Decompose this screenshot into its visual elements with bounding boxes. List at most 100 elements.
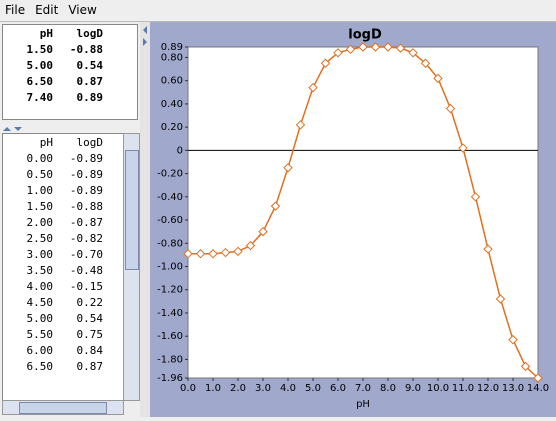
cell: 1.50	[26, 42, 54, 56]
point	[233, 246, 243, 257]
y-tick-label: -1.60	[157, 331, 183, 342]
menu-item[interactable]: View	[68, 3, 97, 17]
point	[308, 82, 318, 93]
point	[483, 244, 493, 254]
cell: 0.54	[76, 311, 104, 325]
point	[445, 103, 456, 114]
x-tick-label: 0.0	[180, 383, 196, 394]
cell: -0.88	[69, 42, 103, 56]
point	[420, 58, 431, 68]
y-tick-label: 0.89	[161, 42, 183, 53]
divider[interactable]	[140, 22, 150, 417]
header-cell: logD	[76, 135, 104, 149]
point	[270, 201, 281, 211]
point	[470, 192, 481, 202]
cell: -0.88	[69, 199, 103, 213]
cell: -0.89	[69, 183, 103, 197]
table-row: 4.00 -0.15	[3, 278, 123, 294]
header-cell: pH	[39, 26, 53, 40]
point	[370, 42, 381, 52]
table-row: 6.00 0.84	[3, 342, 123, 358]
table-row: 5.00 0.54	[3, 310, 123, 326]
cell: 1.00	[26, 183, 54, 197]
point	[183, 249, 193, 259]
table-row: 1.50 -0.88	[3, 198, 123, 214]
v-scrollbar[interactable]	[123, 133, 140, 401]
point	[345, 44, 356, 55]
cell: 0.00	[26, 151, 54, 165]
x-tick-label: 10.0	[427, 383, 449, 394]
menu-item[interactable]: File	[5, 3, 26, 17]
point	[333, 48, 343, 58]
y-tick-label: 0	[177, 145, 183, 156]
x-tick-label: 3.0	[255, 383, 271, 394]
x-tick-label: 11.0	[452, 383, 474, 394]
table-row: 2.50 -0.82	[3, 230, 123, 246]
y-tick-label: -0.60	[157, 215, 183, 226]
cell: -0.82	[69, 231, 103, 245]
cell: 6.50	[26, 74, 54, 88]
cell: 0.50	[26, 167, 54, 181]
point	[208, 249, 218, 259]
y-tick-label: -0.40	[157, 192, 183, 203]
y-tick-label: 0.60	[161, 76, 183, 87]
cell: 1.50	[26, 199, 54, 213]
table-row: 1.50 -0.88	[3, 41, 137, 57]
point	[258, 226, 268, 237]
header-row: pH logD	[3, 134, 123, 150]
x-tick-label: 12.0	[477, 383, 499, 394]
x-tick-label: 2.0	[230, 383, 246, 394]
point	[383, 42, 393, 52]
chart: logD pH 0.890.80 0.60 0.40 0.20 0 -0.20 -0.40 -…	[157, 28, 549, 411]
point	[195, 249, 206, 259]
y-tick-label: 0.40	[161, 99, 183, 110]
cell: 4.00	[26, 279, 54, 293]
y-tick-label: -1.40	[157, 308, 183, 319]
y-tick-label: -1.00	[157, 262, 183, 273]
y-tick-label: 0.80	[161, 52, 183, 63]
point	[520, 361, 531, 372]
table-row: 2.00 -0.87	[3, 214, 123, 230]
cell: 5.50	[26, 327, 54, 341]
cell: 0.22	[76, 295, 104, 309]
y-tick-label: 0.20	[161, 122, 183, 133]
point	[220, 247, 231, 258]
cell: -0.89	[69, 167, 103, 181]
header-cell: pH	[39, 135, 53, 149]
point	[320, 58, 331, 68]
table-row: 4.50 0.22	[3, 294, 123, 310]
cell: 5.00	[26, 311, 54, 325]
cell: 2.50	[26, 231, 54, 245]
header-row: pH logD	[3, 25, 137, 41]
cell: -0.89	[69, 151, 103, 165]
cell: -0.15	[69, 279, 103, 293]
point	[408, 48, 418, 58]
cell: 0.87	[76, 74, 104, 88]
cell: 0.87	[76, 359, 104, 373]
cell: -0.48	[69, 263, 103, 277]
cell: 2.00	[26, 215, 54, 229]
x-tick-label: 8.0	[380, 383, 396, 394]
table-row: 3.50 -0.48	[3, 262, 123, 278]
table-row: 5.00 0.54	[3, 57, 137, 73]
x-axis-label: pH	[356, 399, 370, 410]
x-tick-label: 6.0	[330, 383, 346, 394]
x-tick-label: 9.0	[405, 383, 421, 394]
cell: 0.54	[76, 58, 104, 72]
y-tick-label: -1.96	[157, 373, 183, 384]
splitter[interactable]	[0, 120, 140, 132]
x-tick-label: 14.0	[527, 383, 549, 394]
table-row: 1.00 -0.89	[3, 182, 123, 198]
plot-area	[187, 46, 539, 379]
x-tick-label: 13.0	[502, 383, 524, 394]
chart-title: logD	[348, 28, 382, 43]
cell: 3.50	[26, 263, 54, 277]
menu-bar: File Edit View	[0, 0, 556, 22]
point	[245, 240, 256, 251]
point	[458, 143, 468, 153]
h-scrollbar[interactable]	[2, 400, 124, 415]
cell: 6.00	[26, 343, 54, 357]
menu-item[interactable]: Edit	[35, 3, 59, 17]
table-row: 6.50 0.87	[3, 73, 137, 89]
cell: 5.00	[26, 58, 54, 72]
